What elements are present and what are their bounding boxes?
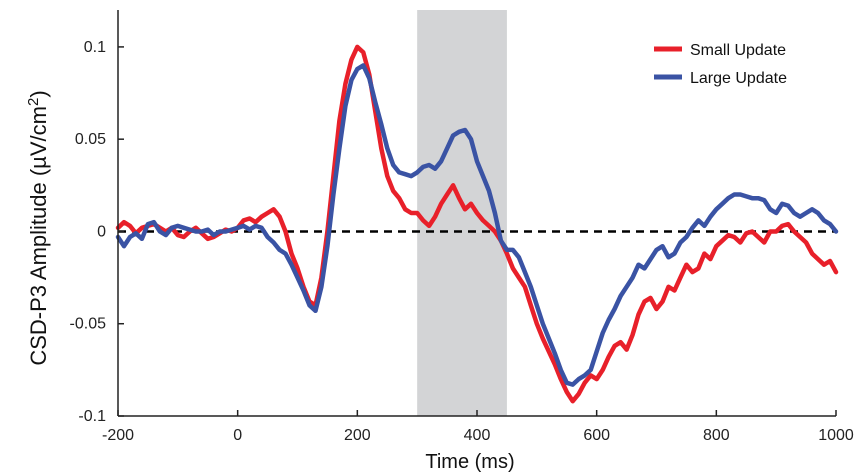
y-tick-label: 0	[97, 223, 106, 240]
x-tick-label: 1000	[818, 427, 854, 444]
y-axis-label: CSD-P3 Amplitude (µV/cm2)	[25, 90, 51, 365]
x-tick-label: 400	[464, 427, 491, 444]
y-axis-label-superscript: 2	[25, 98, 42, 106]
x-tick-label: 800	[703, 427, 730, 444]
legend-label-small-update: Small Update	[690, 42, 786, 59]
x-axis-label: Time (ms)	[425, 451, 514, 473]
legend-label-large-update: Large Update	[690, 70, 787, 87]
y-tick-label: -0.1	[78, 408, 106, 425]
x-tick-label: -200	[102, 427, 134, 444]
x-tick-label: 600	[583, 427, 610, 444]
y-tick-label: 0.05	[75, 131, 106, 148]
y-axis-label-unit: µV/cm	[26, 106, 51, 169]
analysis-window-shading	[417, 10, 507, 416]
legend: Small Update Large Update	[654, 42, 787, 87]
shaded-window	[417, 10, 507, 416]
y-tick-label: -0.05	[70, 316, 107, 333]
y-tick-label: 0.1	[84, 39, 106, 56]
x-tick-label: 0	[233, 427, 242, 444]
y-axis-label-main: CSD-P3 Amplitude (	[26, 168, 51, 366]
series-layer	[115, 44, 839, 404]
ticks: -0.1 -0.05 0 0.05 0.1 -200 0 200 400 600 800 1000	[70, 39, 854, 444]
x-tick-label: 200	[344, 427, 371, 444]
y-axis-label-close: )	[26, 90, 51, 97]
series-line-large-update	[115, 63, 839, 387]
